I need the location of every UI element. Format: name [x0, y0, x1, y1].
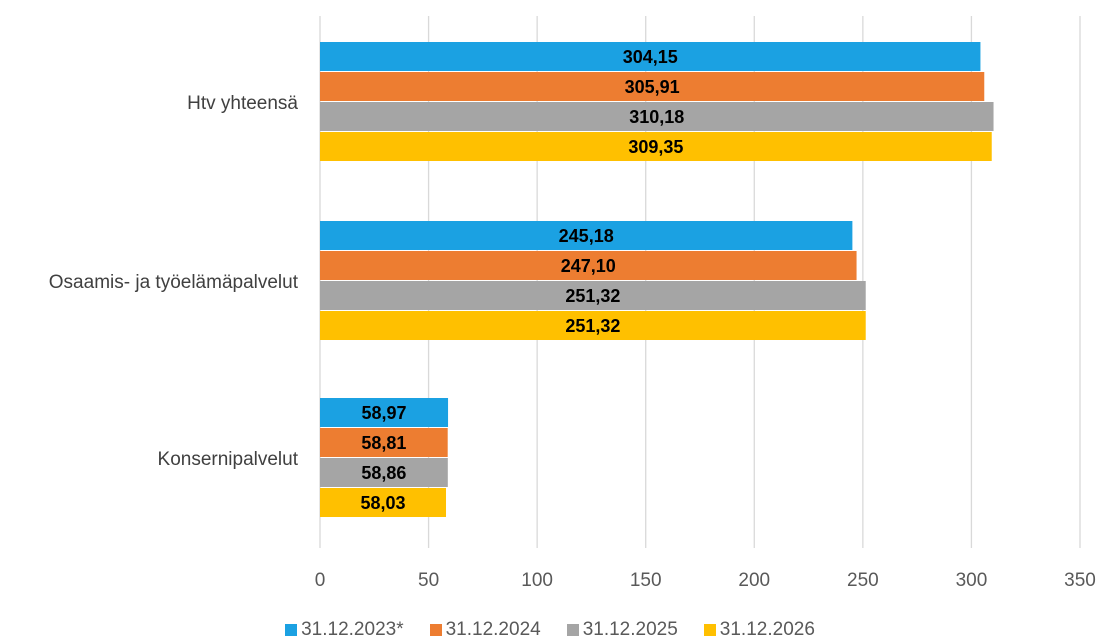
data-label: 310,18 — [629, 107, 684, 127]
category-label: Osaamis- ja työelämäpalvelut — [49, 272, 299, 293]
bar — [320, 311, 866, 340]
data-label: 305,91 — [625, 77, 680, 97]
legend-swatch — [429, 624, 442, 636]
bar — [320, 102, 994, 131]
x-tick-label: 150 — [630, 570, 662, 591]
data-label: 309,35 — [628, 137, 683, 157]
x-tick-label: 350 — [1064, 570, 1096, 591]
bar — [320, 251, 857, 280]
data-label: 251,32 — [565, 316, 620, 336]
legend-label: 31.12.2025 — [582, 619, 678, 640]
data-label: 58,03 — [360, 493, 405, 513]
data-label: 58,81 — [361, 433, 406, 453]
category-labels: Htv yhteensä Osaamis- ja työelämäpalvelut… — [49, 93, 299, 470]
data-label: 245,18 — [559, 226, 614, 246]
legend: 31.12.2023* 31.12.2024 31.12.2025 31.12.202… — [0, 619, 1100, 641]
x-tick-label: 100 — [521, 570, 553, 591]
legend-label: 31.12.2026 — [719, 619, 815, 640]
x-tick-label: 300 — [956, 570, 988, 591]
bars: 304,15 305,91 310,18 309,35 245,18 247,10 251,… — [320, 42, 994, 517]
bar — [320, 72, 985, 101]
bar — [320, 428, 448, 457]
legend-swatch — [566, 624, 579, 636]
data-label: 304,15 — [623, 47, 678, 67]
legend-swatch — [285, 624, 298, 636]
legend-item: 31.12.2026 — [703, 619, 815, 641]
x-tick-label: 0 — [315, 570, 326, 591]
category-label: Konsernipalvelut — [158, 449, 299, 470]
bar — [320, 221, 853, 250]
x-axis-tick-labels: 0 50 100 150 200 250 300 350 — [315, 570, 1096, 591]
bar — [320, 281, 866, 310]
data-label: 247,10 — [561, 256, 616, 276]
x-tick-label: 50 — [418, 570, 439, 591]
data-label: 58,97 — [362, 403, 407, 423]
x-tick-label: 200 — [738, 570, 770, 591]
legend-label: 31.12.2024 — [445, 619, 541, 640]
legend-item: 31.12.2023* — [285, 619, 404, 641]
data-label: 251,32 — [565, 286, 620, 306]
legend-item: 31.12.2025 — [566, 619, 678, 641]
bar — [320, 42, 981, 71]
legend-label: 31.12.2023* — [301, 619, 404, 640]
bar — [320, 132, 992, 161]
legend-item: 31.12.2024 — [429, 619, 541, 641]
category-label: Htv yhteensä — [187, 93, 298, 114]
bar — [320, 488, 447, 517]
bar — [320, 398, 449, 427]
x-tick-label: 250 — [847, 570, 879, 591]
legend-swatch — [703, 624, 716, 636]
bar — [320, 458, 448, 487]
data-label: 58,86 — [361, 463, 406, 483]
